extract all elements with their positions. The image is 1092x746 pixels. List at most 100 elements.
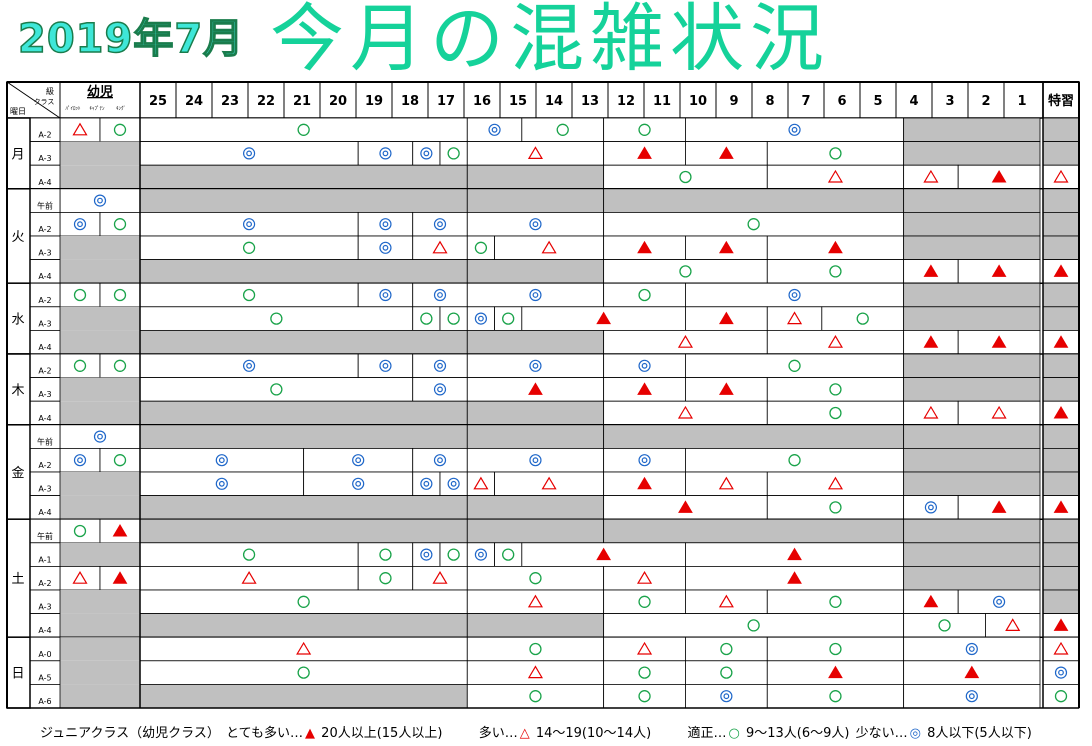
double-circle-icon xyxy=(379,218,392,231)
infant-sub-label: ｷﾝｸﾞ xyxy=(116,105,126,112)
circle-icon xyxy=(829,265,842,278)
class-slot xyxy=(766,306,823,331)
double-circle-icon xyxy=(379,147,392,160)
class-slot xyxy=(766,684,905,709)
special-slot xyxy=(1042,660,1080,685)
class-label: A-6 xyxy=(38,697,51,706)
class-slot xyxy=(603,636,686,662)
class-slot xyxy=(412,447,468,473)
class-label: A-4 xyxy=(38,626,51,635)
infant-closed-cell xyxy=(60,259,140,284)
level-header: 16 xyxy=(473,94,491,109)
class-slot xyxy=(766,400,905,426)
class-slot xyxy=(603,117,686,143)
filled-triangle-icon xyxy=(787,547,802,561)
circle-icon xyxy=(447,147,460,160)
double-circle-icon xyxy=(352,477,365,490)
double-circle-icon xyxy=(352,454,365,467)
closed-slot xyxy=(466,400,605,426)
closed-slot xyxy=(903,471,1041,497)
level-header: 9 xyxy=(729,94,738,109)
special-slot xyxy=(1042,306,1080,331)
double-circle-icon xyxy=(788,123,801,136)
day-label: 日 xyxy=(11,667,24,682)
special-slot xyxy=(1042,141,1080,166)
class-label: A-0 xyxy=(38,650,51,659)
class-slot xyxy=(766,377,905,402)
class-slot xyxy=(685,660,768,685)
class-label: A-3 xyxy=(38,249,51,258)
double-circle-icon xyxy=(420,147,433,160)
closed-slot xyxy=(466,164,605,190)
filled-triangle-icon xyxy=(596,547,612,561)
class-slot xyxy=(139,589,468,615)
circle-icon xyxy=(73,359,87,372)
filled-triangle-icon xyxy=(637,240,652,254)
class-slot xyxy=(685,471,768,497)
class-slot xyxy=(357,566,414,591)
class-label: A-1 xyxy=(38,555,51,564)
class-slot xyxy=(466,353,605,379)
filled-triangle-icon xyxy=(718,146,734,159)
class-slot xyxy=(439,471,468,497)
double-circle-icon xyxy=(924,501,938,514)
special-slot xyxy=(1042,566,1080,591)
infant-closed-cell xyxy=(60,613,140,638)
class-slot xyxy=(766,589,905,615)
double-circle-icon xyxy=(1054,666,1068,679)
legend: ジュニアクラス（幼児クラス） とても多い… ▲ 20人以上(15人以上) 多い… △… xyxy=(40,722,1034,741)
class-slot xyxy=(766,141,905,166)
closed-slot xyxy=(603,424,905,449)
class-slot xyxy=(466,282,605,308)
infant-closed-cell xyxy=(60,401,140,425)
class-slot xyxy=(139,282,359,308)
filled-triangle-icon xyxy=(828,665,843,679)
class-slot xyxy=(439,542,468,567)
filled-triangle-icon xyxy=(637,146,652,159)
legend-very-busy-label: とても多い… xyxy=(226,726,304,741)
circle-icon xyxy=(242,548,256,561)
class-slot xyxy=(903,636,1041,662)
filled-triangle-icon xyxy=(991,170,1007,183)
open-triangle-icon xyxy=(473,476,489,490)
closed-slot xyxy=(903,377,1041,402)
circle-icon xyxy=(297,666,310,679)
circle-icon xyxy=(113,454,127,467)
filled-triangle-icon xyxy=(678,500,693,513)
double-circle-icon xyxy=(433,454,447,467)
filled-triangle-icon xyxy=(991,500,1007,513)
level-header: 17 xyxy=(437,94,455,109)
class-slot xyxy=(139,141,359,166)
open-triangle-icon xyxy=(1053,169,1069,183)
circle-icon xyxy=(447,548,460,561)
class-label: A-4 xyxy=(38,272,51,281)
open-triangle-icon xyxy=(636,571,653,584)
infant-closed-cell xyxy=(60,637,140,661)
filled-triangle-icon xyxy=(718,382,734,395)
closed-slot xyxy=(139,684,468,709)
special-slot xyxy=(1042,211,1080,237)
double-circle-icon xyxy=(992,595,1006,608)
closed-slot xyxy=(139,329,468,355)
class-slot xyxy=(685,684,768,709)
level-header: 7 xyxy=(801,94,810,109)
infant-closed-cell xyxy=(60,472,140,496)
class-slot xyxy=(139,471,305,497)
circle-icon xyxy=(829,690,842,703)
double-circle-icon xyxy=(965,642,978,656)
open-triangle-icon xyxy=(718,594,734,608)
open-triangle-icon xyxy=(527,146,544,159)
class-label: A-4 xyxy=(38,343,51,352)
closed-slot xyxy=(903,188,1041,213)
closed-slot xyxy=(139,400,468,426)
class-slot xyxy=(603,613,905,638)
filled-triangle-icon xyxy=(991,264,1007,277)
closed-slot xyxy=(903,518,1041,544)
class-slot xyxy=(466,542,495,567)
circle-icon xyxy=(720,642,733,656)
class-slot xyxy=(466,117,523,143)
filled-triangle-icon xyxy=(528,382,543,395)
class-label: A-2 xyxy=(38,579,51,588)
double-circle-icon xyxy=(474,548,488,561)
